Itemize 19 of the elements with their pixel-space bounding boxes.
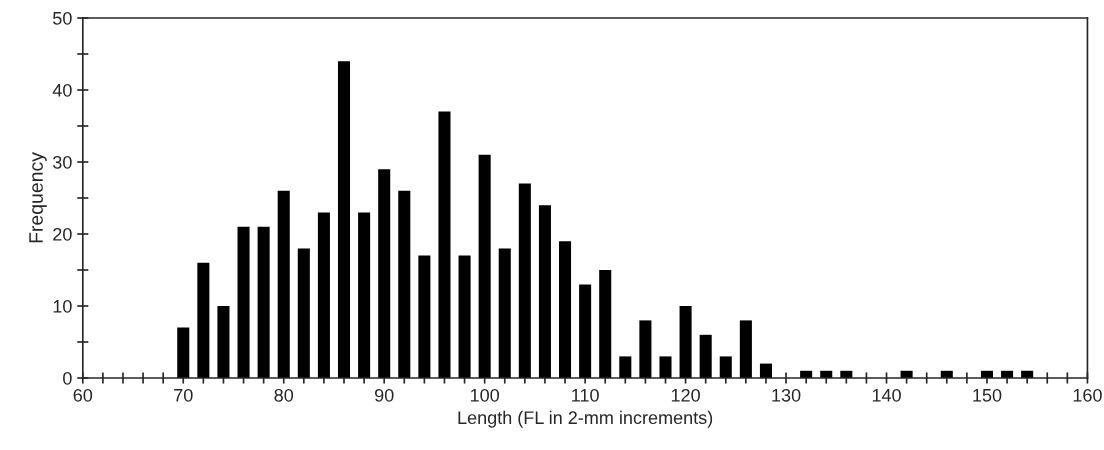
x-tick-label: 80: [274, 388, 294, 402]
x-tick-label: 110: [572, 388, 599, 402]
x-tick-label: 160: [1073, 388, 1102, 402]
x-tick-label: 130: [772, 388, 801, 402]
y-tick-label: 0: [63, 371, 72, 385]
y-tick-label: 10: [53, 299, 72, 313]
x-axis-title: Length (FL in 2-mm increments): [458, 410, 713, 428]
y-tick-label: 30: [52, 155, 72, 169]
y-tick-label: 40: [52, 83, 72, 97]
x-tick-label: 70: [174, 388, 193, 402]
x-tick-label: 60: [73, 388, 93, 402]
x-tick-label: 120: [671, 388, 700, 402]
y-axis-title: Frequency: [29, 152, 47, 243]
y-tick-label: 20: [53, 227, 72, 241]
y-tick-label: 50: [53, 11, 72, 25]
x-tick-label: 100: [470, 388, 500, 402]
x-tick-label: 90: [375, 388, 394, 402]
x-tick-label: 140: [872, 388, 901, 402]
x-tick-label: 150: [973, 388, 1002, 402]
